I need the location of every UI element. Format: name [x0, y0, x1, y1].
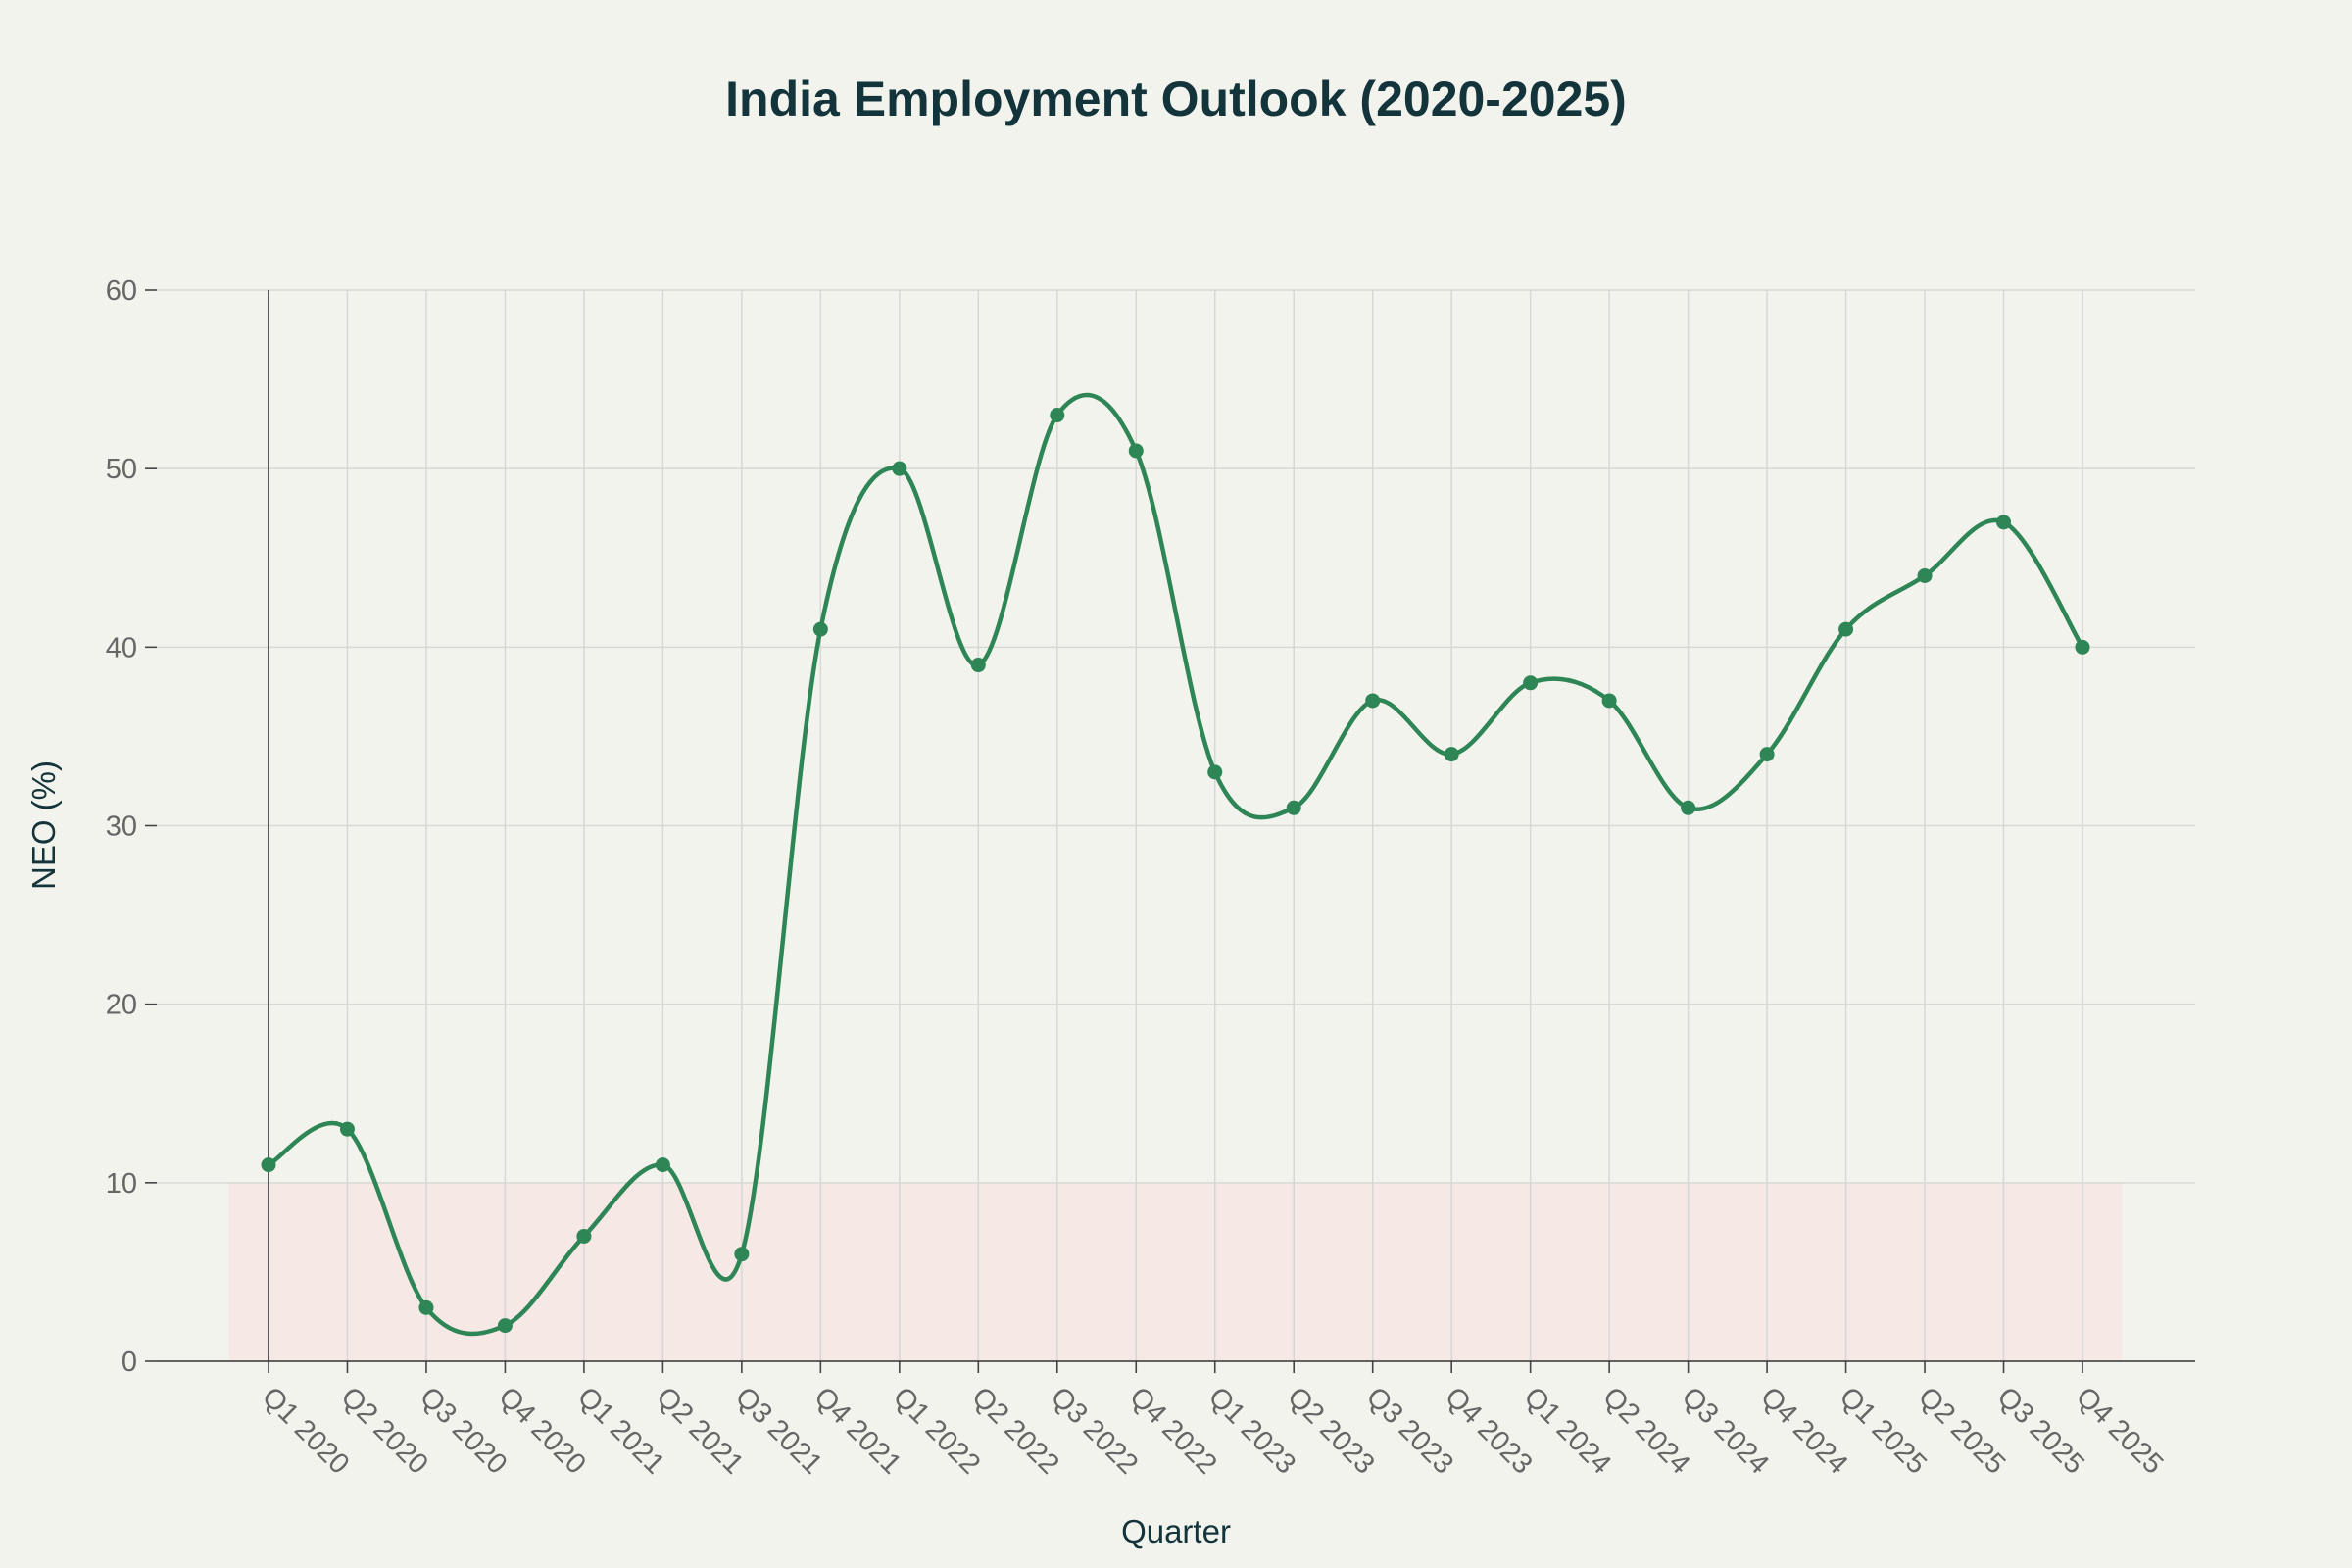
y-tick-label: 40 — [106, 632, 137, 663]
x-tick-label: Q2 2020 — [335, 1381, 434, 1480]
x-tick-label: Q2 2021 — [650, 1381, 749, 1480]
y-tick-label: 10 — [106, 1168, 137, 1200]
x-tick-label: Q2 2024 — [1596, 1381, 1695, 1480]
data-point — [1207, 764, 1223, 780]
data-point — [1838, 621, 1854, 637]
x-tick-label: Q3 2025 — [1991, 1381, 2090, 1480]
x-tick-label: Q4 2020 — [492, 1381, 591, 1480]
x-tick-label: Q3 2020 — [414, 1381, 513, 1480]
data-point — [1681, 800, 1696, 815]
data-point — [339, 1121, 355, 1137]
data-point — [1050, 408, 1065, 423]
data-point — [1601, 693, 1617, 709]
data-point — [576, 1228, 592, 1244]
x-tick-label: Q4 2022 — [1123, 1381, 1222, 1480]
data-point — [1365, 693, 1381, 709]
x-axis-title: Quarter — [1121, 1513, 1231, 1549]
x-tick-label: Q2 2023 — [1281, 1381, 1380, 1480]
chart-title: India Employment Outlook (2020-2025) — [725, 72, 1627, 126]
data-point — [1523, 675, 1539, 691]
x-tick-label: Q3 2021 — [729, 1381, 828, 1480]
y-tick-label: 60 — [106, 275, 137, 307]
y-tick-label: 0 — [122, 1347, 137, 1378]
data-point — [892, 461, 907, 476]
data-point — [2075, 639, 2090, 655]
data-point — [1917, 567, 1933, 583]
data-point — [418, 1299, 434, 1315]
data-point — [261, 1157, 276, 1173]
y-axis-title: NEO (%) — [25, 760, 62, 890]
axis-layer — [145, 289, 2195, 1373]
x-tick-label: Q4 2021 — [808, 1381, 906, 1480]
series-layer — [261, 393, 2090, 1337]
data-point — [1286, 800, 1301, 815]
x-tick-label: Q1 2021 — [571, 1381, 670, 1480]
y-tick-label: 20 — [106, 990, 137, 1021]
x-tick-label: Q3 2022 — [1045, 1381, 1144, 1480]
x-tick-label: Q3 2023 — [1360, 1381, 1459, 1480]
grid-layer — [157, 289, 2195, 1361]
data-point — [497, 1318, 513, 1334]
data-point — [1996, 514, 2012, 530]
data-point — [1444, 747, 1459, 762]
x-tick-label: Q2 2022 — [965, 1381, 1064, 1480]
data-point — [970, 658, 986, 673]
x-tick-label: Q4 2025 — [2070, 1381, 2169, 1480]
shaded-band — [228, 1182, 2123, 1361]
data-point — [655, 1157, 670, 1173]
x-tick-label: Q2 2025 — [1912, 1381, 2011, 1480]
x-tick-label: Q4 2024 — [1754, 1381, 1853, 1480]
data-point — [812, 621, 828, 637]
x-tick-label: Q1 2024 — [1518, 1381, 1617, 1480]
data-point — [734, 1247, 750, 1262]
y-tick-label: 50 — [106, 454, 137, 485]
y-tick-label: 30 — [106, 811, 137, 843]
x-tick-label: Q1 2020 — [256, 1381, 355, 1480]
x-tick-label: Q1 2025 — [1834, 1381, 1933, 1480]
data-point — [1128, 443, 1144, 459]
shaded-band-layer — [228, 1182, 2123, 1361]
x-tick-label: Q1 2022 — [887, 1381, 986, 1480]
x-tick-label: Q4 2023 — [1439, 1381, 1538, 1480]
x-tick-label: Q1 2023 — [1202, 1381, 1301, 1480]
data-point — [1759, 747, 1775, 762]
series-line — [266, 393, 2085, 1337]
x-tick-label: Q3 2024 — [1676, 1381, 1775, 1480]
